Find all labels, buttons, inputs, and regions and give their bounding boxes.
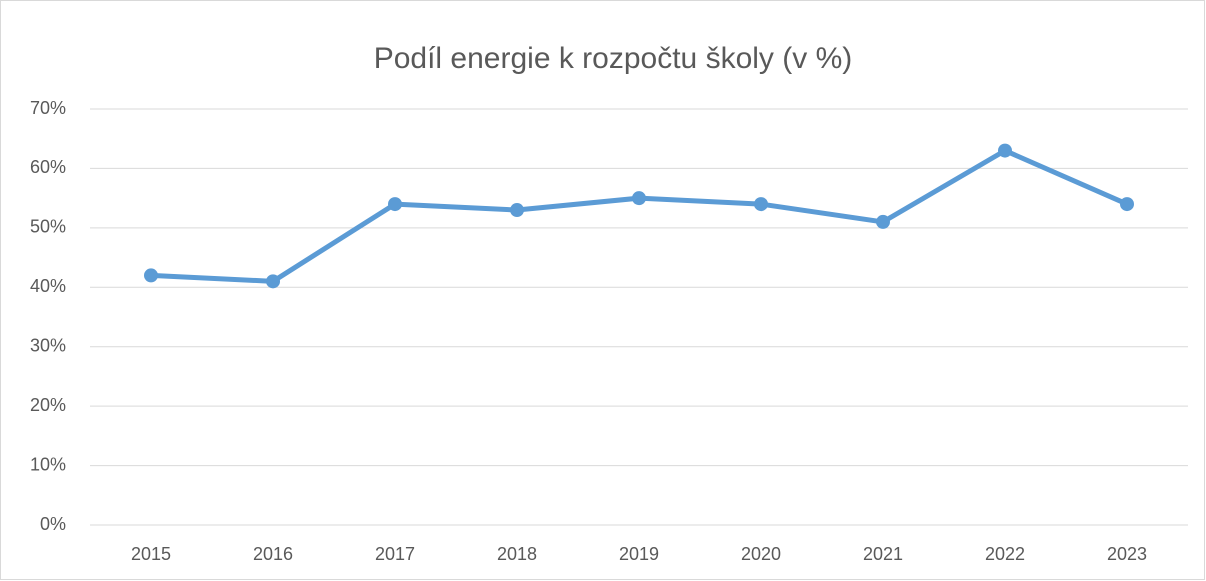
x-tick-label: 2016	[253, 544, 293, 564]
marker	[1120, 197, 1134, 212]
x-tick-label: 2020	[741, 544, 781, 564]
y-tick-label: 10%	[30, 454, 66, 474]
y-tick-label: 20%	[30, 395, 66, 415]
marker	[388, 197, 402, 212]
x-tick-label: 2021	[863, 544, 903, 564]
x-tick-label: 2019	[619, 544, 659, 564]
x-tick-label: 2023	[1107, 544, 1147, 564]
marker	[998, 143, 1012, 158]
y-tick-label: 0%	[40, 514, 66, 534]
marker	[266, 274, 280, 289]
x-tick-label: 2015	[131, 544, 171, 564]
marker	[632, 191, 646, 206]
y-tick-label: 30%	[30, 335, 66, 355]
marker	[144, 268, 158, 283]
chart-title: Podíl energie k rozpočtu školy (v %)	[374, 42, 853, 75]
y-tick-label: 50%	[30, 217, 66, 237]
marker	[876, 214, 890, 229]
marker	[754, 197, 768, 212]
y-tick-label: 70%	[30, 98, 66, 118]
x-tick-label: 2018	[497, 544, 537, 564]
marker	[510, 203, 524, 218]
x-tick-label: 2022	[985, 544, 1025, 564]
x-tick-label: 2017	[375, 544, 415, 564]
y-tick-label: 40%	[30, 276, 66, 296]
y-tick-label: 60%	[30, 157, 66, 177]
